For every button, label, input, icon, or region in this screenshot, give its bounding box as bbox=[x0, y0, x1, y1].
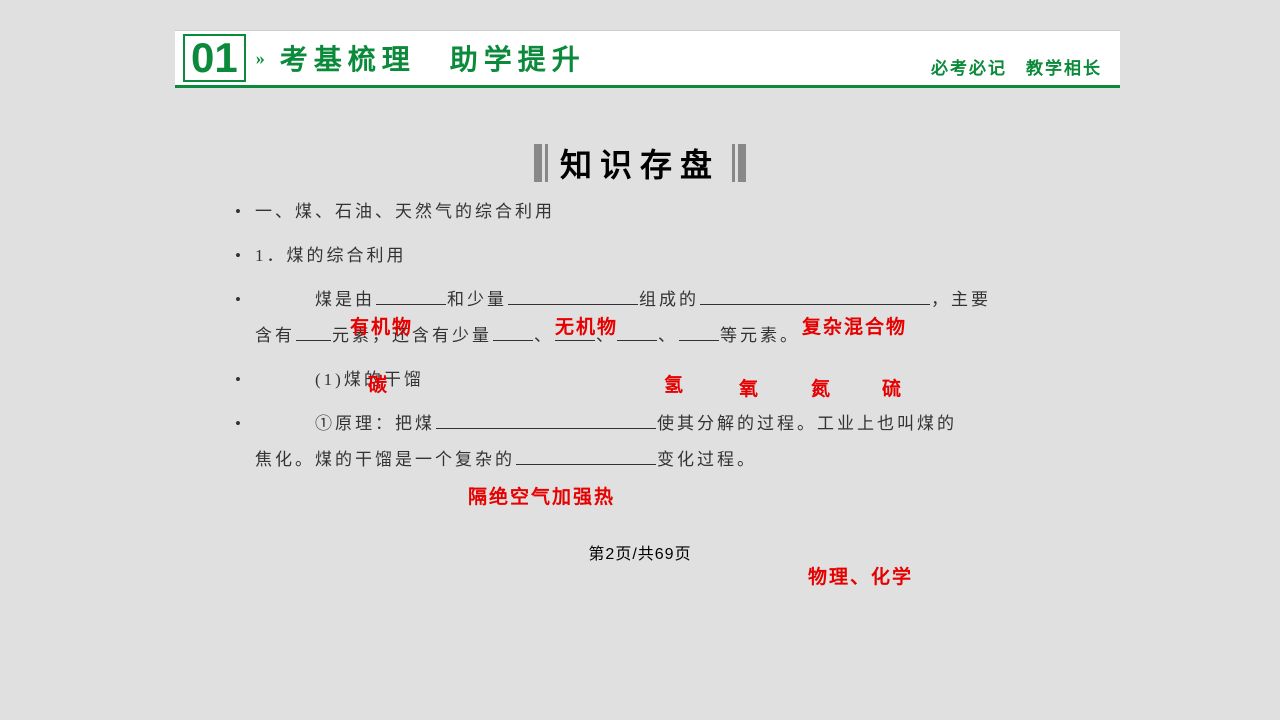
blank-10 bbox=[516, 446, 656, 465]
page-number: 第2页/共69页 bbox=[588, 540, 691, 564]
answer-9: 隔绝空气加强热 bbox=[468, 482, 615, 509]
l4-pre: 含有 bbox=[255, 326, 295, 345]
line-2-text: 1．煤的综合利用 bbox=[255, 246, 407, 265]
l3-mid1: 和少量 bbox=[447, 290, 507, 309]
line-2: •1．煤的综合利用 bbox=[235, 239, 1045, 273]
title-bar-right bbox=[738, 144, 746, 182]
line-6: • ①原理：把煤使其分解的过程。工业上也叫煤的 bbox=[235, 407, 1045, 441]
blank-1 bbox=[376, 286, 446, 305]
answer-4: 碳 bbox=[368, 370, 389, 397]
chevron-icon: » bbox=[256, 48, 265, 69]
header-title: 考基梳理 助学提升 bbox=[280, 38, 586, 78]
l6-post: 使其分解的过程。工业上也叫煤的 bbox=[657, 414, 957, 433]
content-body: •一、煤、石油、天然气的综合利用 •1．煤的综合利用 • 煤是由和少量组成的，主… bbox=[235, 195, 1045, 487]
answer-5: 氢 bbox=[664, 370, 685, 397]
answer-7: 氮 bbox=[811, 374, 832, 401]
blank-9 bbox=[436, 410, 656, 429]
line-7: 焦化。煤的干馏是一个复杂的 变化过程。 bbox=[235, 443, 1045, 477]
line-1: •一、煤、石油、天然气的综合利用 bbox=[235, 195, 1045, 229]
l7-pre: 焦化。煤的干馏是一个复杂的 bbox=[255, 450, 515, 469]
answer-2: 无机物 bbox=[555, 312, 618, 339]
line-1-text: 一、煤、石油、天然气的综合利用 bbox=[255, 202, 555, 221]
l6-pre: ①原理：把煤 bbox=[255, 414, 435, 433]
l4-d1: 、 bbox=[534, 326, 554, 345]
section-title-wrap: 知识存盘 bbox=[524, 140, 756, 186]
header-bar: 01 » 考基梳理 助学提升 必考必记 教学相长 bbox=[175, 30, 1120, 88]
l3-post: ，主要 bbox=[931, 290, 991, 309]
answer-8: 硫 bbox=[882, 374, 903, 401]
answer-3: 复杂混合物 bbox=[802, 312, 907, 339]
blank-2 bbox=[508, 286, 638, 305]
blank-8 bbox=[679, 322, 719, 341]
section-number: 01 bbox=[183, 34, 246, 82]
l7-post: 变化过程。 bbox=[657, 450, 757, 469]
blank-7 bbox=[617, 322, 657, 341]
l3-mid2: 组成的 bbox=[639, 290, 699, 309]
header-subtitle: 必考必记 教学相长 bbox=[931, 54, 1102, 79]
title-bar-left bbox=[534, 144, 542, 182]
answer-10: 物理、化学 bbox=[808, 562, 913, 589]
blank-4 bbox=[296, 322, 331, 341]
l4-d3: 、 bbox=[658, 326, 678, 345]
blank-3 bbox=[700, 286, 930, 305]
section-title: 知识存盘 bbox=[552, 140, 728, 186]
answer-6: 氧 bbox=[739, 374, 760, 401]
l3-pre: 煤是由 bbox=[255, 290, 375, 309]
answer-1: 有机物 bbox=[350, 312, 413, 339]
line-5: • (1)煤的干馏 bbox=[235, 363, 1045, 397]
l5-text: (1)煤的干馏 bbox=[255, 370, 424, 389]
l4-post: 等元素。 bbox=[720, 326, 800, 345]
blank-5 bbox=[493, 322, 533, 341]
